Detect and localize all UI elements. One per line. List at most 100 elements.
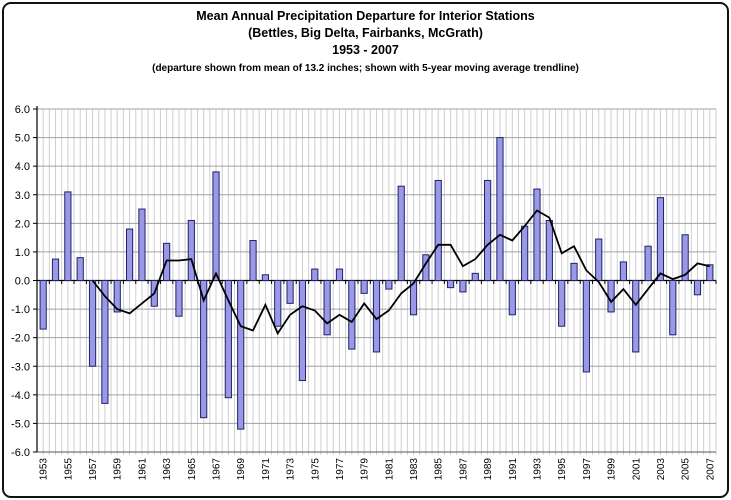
bar-year-1953 xyxy=(39,280,47,330)
bar-year-1960 xyxy=(125,228,134,282)
x-axis-year-label-1975: 1975 xyxy=(310,458,321,481)
bar-year-1976 xyxy=(323,280,331,336)
bar-year-1968 xyxy=(224,280,232,399)
chart-subtitle-stations: (Bettles, Big Delta, Fairbanks, McGrath) xyxy=(248,26,483,40)
bar-year-1956 xyxy=(76,257,84,281)
x-axis-year-label-1959: 1959 xyxy=(113,458,124,481)
y-axis-tick-label: -6.0 xyxy=(11,447,30,459)
y-axis-tick-label: -5.0 xyxy=(11,418,30,430)
x-axis-year-label-1967: 1967 xyxy=(212,458,223,481)
x-axis-year-label-1989: 1989 xyxy=(483,458,494,481)
x-axis-year-label-1983: 1983 xyxy=(409,458,420,481)
bar-year-1954 xyxy=(51,258,60,281)
x-axis-year-label-2005: 2005 xyxy=(681,458,692,481)
bar-year-1993 xyxy=(533,188,541,282)
bar-year-1964 xyxy=(175,280,183,317)
bar-year-2002 xyxy=(644,245,652,281)
title-block: Mean Annual Precipitation Departure for … xyxy=(0,8,731,76)
x-axis-year-label-1979: 1979 xyxy=(360,458,371,481)
x-axis-year-label-2003: 2003 xyxy=(656,458,667,481)
bar-year-1979 xyxy=(360,280,368,294)
bar-year-1967 xyxy=(212,171,220,281)
bar-year-1958 xyxy=(101,280,109,404)
bar-year-1972 xyxy=(274,280,282,327)
bar-year-2000 xyxy=(619,261,628,282)
bar-year-1995 xyxy=(558,280,566,327)
x-axis-year-label-1973: 1973 xyxy=(286,458,297,481)
y-axis-tick-label: 3.0 xyxy=(15,190,30,202)
bar-year-1987 xyxy=(459,280,467,293)
x-axis-year-label-1965: 1965 xyxy=(187,458,198,481)
bar-year-2006 xyxy=(693,280,702,296)
bar-year-1973 xyxy=(286,280,294,304)
bar-year-1981 xyxy=(385,280,393,290)
bar-year-2005 xyxy=(681,234,689,281)
bar-year-1990 xyxy=(496,137,504,281)
bar-year-1959 xyxy=(113,280,121,313)
x-axis-year-label-1999: 1999 xyxy=(607,458,618,481)
bar-year-1991 xyxy=(508,280,516,316)
y-axis-tick-label: -3.0 xyxy=(11,361,30,373)
bar-year-1998 xyxy=(595,238,603,282)
bar-year-1957 xyxy=(88,280,97,367)
x-axis-year-label-1957: 1957 xyxy=(88,458,99,481)
trendline-path xyxy=(91,209,710,336)
bar-year-1989 xyxy=(484,179,492,281)
x-axis-year-label-1971: 1971 xyxy=(261,458,272,481)
x-axis-year-label-1961: 1961 xyxy=(137,458,148,481)
bar-year-1999 xyxy=(607,280,615,313)
bar-year-1965 xyxy=(187,219,195,282)
x-axis-year-label-1993: 1993 xyxy=(532,458,543,481)
y-axis-tick-label: 6.0 xyxy=(15,104,30,116)
bar-year-1994 xyxy=(545,219,553,282)
bar-year-1986 xyxy=(446,280,455,289)
bar-year-1985 xyxy=(434,179,442,281)
bar-year-1961 xyxy=(138,208,146,282)
bar-year-2001 xyxy=(632,280,640,353)
bar-year-1969 xyxy=(237,280,245,430)
y-axis-tick-label: 4.0 xyxy=(15,161,30,173)
bar-year-1977 xyxy=(335,268,344,282)
bar-year-1966 xyxy=(200,280,208,419)
x-axis-year-label-1991: 1991 xyxy=(508,458,519,481)
x-axis-year-label-1955: 1955 xyxy=(63,458,74,481)
bar-year-1982 xyxy=(397,185,405,281)
bar-year-2004 xyxy=(669,280,677,336)
y-axis-tick-label: 2.0 xyxy=(15,218,30,230)
y-axis-tick-label: 0.0 xyxy=(15,276,30,288)
x-axis-year-label-1953: 1953 xyxy=(39,458,50,481)
bar-year-1974 xyxy=(298,280,307,382)
bar-year-1955 xyxy=(64,191,72,281)
x-axis-year-label-1963: 1963 xyxy=(162,458,173,481)
x-axis-year-label-1985: 1985 xyxy=(434,458,445,481)
chart-title: Mean Annual Precipitation Departure for … xyxy=(196,9,535,23)
x-axis-year-label-1969: 1969 xyxy=(236,458,247,481)
bar-year-1978 xyxy=(348,280,356,350)
bar-year-1975 xyxy=(311,268,319,282)
bar-year-1988 xyxy=(471,272,479,281)
x-axis-year-label-2001: 2001 xyxy=(631,458,642,481)
bar-year-2007 xyxy=(706,264,714,282)
x-axis-year-label-1977: 1977 xyxy=(335,458,346,481)
y-axis-tick-label: 5.0 xyxy=(15,133,30,145)
bar-year-1992 xyxy=(521,225,529,281)
x-axis-year-label-1997: 1997 xyxy=(582,458,593,481)
y-axis-tick-label: -4.0 xyxy=(11,390,30,402)
chart-subtitle-years: 1953 - 2007 xyxy=(332,43,399,57)
x-axis-year-label-1981: 1981 xyxy=(384,458,395,481)
chart-subtitle-note: (departure shown from mean of 13.2 inche… xyxy=(152,63,579,74)
y-axis-tick-label: 1.0 xyxy=(15,247,30,259)
bar-year-1983 xyxy=(409,280,418,316)
bar-year-1997 xyxy=(582,280,590,373)
bar-year-1971 xyxy=(261,274,269,281)
x-axis-year-label-1987: 1987 xyxy=(458,458,469,481)
y-axis-tick-label: -1.0 xyxy=(11,304,30,316)
x-axis-year-label-2007: 2007 xyxy=(705,458,716,481)
bar-year-2003 xyxy=(656,197,665,282)
x-axis-year-label-1995: 1995 xyxy=(557,458,568,481)
bar-year-1996 xyxy=(570,262,578,282)
bar-year-1970 xyxy=(249,239,257,282)
